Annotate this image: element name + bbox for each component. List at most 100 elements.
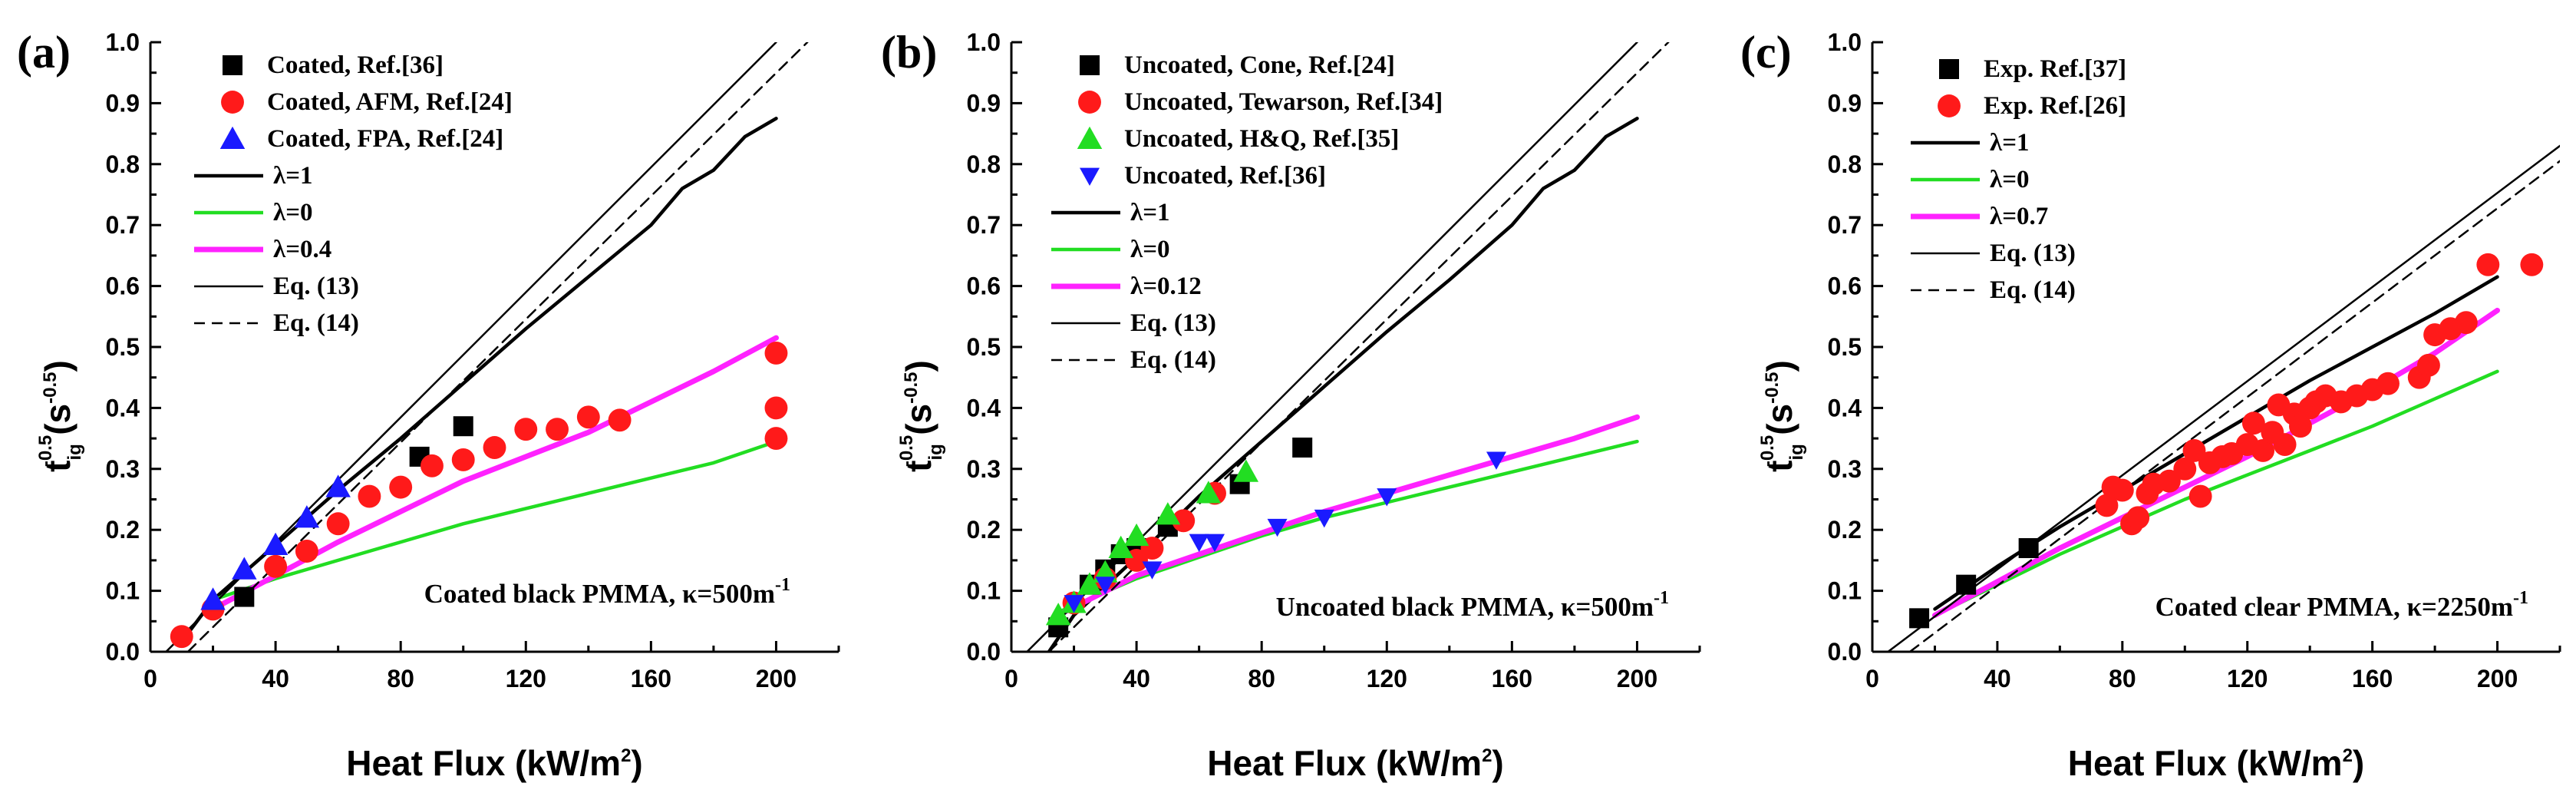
x-tick-label: 40	[262, 665, 289, 692]
legend: Coated, Ref.[36] Coated, AFM, Ref.[24] Coa…	[194, 51, 513, 337]
data-point	[1233, 459, 1259, 482]
data-point	[2520, 253, 2544, 276]
legend-label: Exp. Ref.[26]	[1984, 92, 2126, 120]
data-point	[2289, 415, 2312, 438]
data-point	[326, 512, 350, 536]
series-line-0	[1933, 275, 2499, 611]
legend-label: λ=0.4	[273, 236, 331, 263]
y-tick-label: 0.5	[106, 333, 140, 361]
y-tick-label: 0.6	[967, 273, 1001, 300]
data-point	[764, 341, 788, 365]
y-tick-label: 1.0	[106, 28, 140, 56]
data-point	[2251, 439, 2275, 462]
y-tick-label: 0.1	[1828, 577, 1862, 605]
annotation-sup: -1	[1654, 588, 1669, 608]
y-tick-label: 0.5	[1828, 333, 1862, 361]
y-tick-label: 0.6	[106, 273, 140, 300]
data-point	[295, 540, 318, 563]
legend-label: Coated, AFM, Ref.[24]	[267, 88, 513, 116]
data-point	[764, 396, 788, 420]
legend-label: Eq. (13)	[273, 273, 359, 300]
legend-label: Uncoated, H&Q, Ref.[35]	[1124, 125, 1399, 153]
data-point	[2416, 353, 2440, 377]
data-point	[1172, 509, 1196, 533]
data-point	[2476, 253, 2500, 276]
data-point	[421, 454, 444, 477]
legend-label: Eq. (14)	[273, 309, 359, 337]
scatter-series-3	[1064, 451, 1506, 613]
legend-label: λ=0	[273, 199, 313, 226]
series-line-2	[1932, 307, 2500, 618]
data-point	[576, 405, 600, 429]
y-axis-title-sub: ig	[1786, 444, 1807, 460]
data-point	[1292, 438, 1313, 458]
x-tick-label: 200	[2477, 665, 2518, 692]
data-point	[1077, 572, 1103, 595]
legend-marker	[1939, 59, 1959, 79]
legend-label: Eq. (14)	[1990, 276, 2076, 304]
legend-marker	[1080, 167, 1100, 186]
legend-label: λ=0	[1990, 166, 2030, 193]
legend-marker	[1938, 94, 1961, 117]
legend-marker	[219, 126, 246, 149]
y-tick-label: 0.4	[106, 394, 140, 421]
legend-label: Uncoated, Cone, Ref.[24]	[1124, 51, 1395, 79]
scatter-series-1	[2095, 253, 2544, 536]
data-point	[1196, 481, 1222, 504]
data-point	[1064, 595, 1084, 613]
legend-label: Eq. (13)	[1130, 309, 1216, 337]
data-point	[483, 436, 506, 459]
y-axis-title-sup: -0.5	[35, 435, 56, 467]
data-point	[389, 475, 413, 499]
data-point	[2188, 484, 2212, 508]
data-point	[453, 416, 473, 437]
legend-label: λ=1	[273, 162, 313, 190]
y-tick-label: 0.2	[967, 516, 1001, 544]
x-axis-title-sup: 2	[1482, 745, 1492, 766]
y-axis-title-sup2: -0.5	[1762, 372, 1783, 404]
y-tick-label: 0.0	[967, 638, 1001, 666]
y-tick-label: 0.1	[967, 577, 1001, 605]
y-tick-label: 0.4	[967, 394, 1001, 421]
y-axis-title-sup2: -0.5	[901, 372, 922, 404]
annotation: Uncoated black PMMA, κ=500m-1	[1276, 588, 1669, 622]
x-axis-title-end: )	[1492, 743, 1503, 783]
x-axis-title-sup: 2	[2343, 745, 2353, 766]
series-line-2	[1055, 414, 1640, 618]
data-point	[2126, 506, 2150, 530]
data-point	[200, 587, 226, 610]
data-point	[1155, 502, 1181, 525]
y-axis-title-close: )	[1760, 360, 1799, 372]
annotation-main: Uncoated black PMMA, κ=500m	[1276, 592, 1654, 622]
data-point	[1142, 561, 1163, 580]
x-tick-label: 200	[1617, 665, 1657, 692]
y-axis-title: tig -0.5(s-0.5)	[1757, 360, 1807, 472]
chart-a: 0.0 0.1 0.2 0.3 0.4 0.5 0.6 0.7 0.8 0.9 1.0 0 40 80 12…	[17, 27, 840, 783]
data-point	[2182, 439, 2206, 462]
y-axis-title-sub: ig	[64, 444, 85, 460]
data-point	[2110, 478, 2134, 502]
x-axis-title-end: )	[631, 743, 642, 783]
legend-label: Eq. (14)	[1130, 346, 1216, 374]
x-tick-label: 160	[1492, 665, 1532, 692]
y-tick-label: 1.0	[967, 28, 1001, 56]
legend-marker	[221, 91, 244, 114]
series-line-1	[1056, 439, 1639, 614]
y-tick-label: 1.0	[1828, 28, 1862, 56]
y-axis-title-base: t	[899, 460, 938, 471]
scatter-series-0	[1909, 538, 2039, 629]
chart-c: 0.0 0.1 0.2 0.3 0.4 0.5 0.6 0.7 0.8 0.9 1.0 0 40 80 12…	[1740, 27, 2561, 783]
x-tick-label: 80	[1248, 665, 1275, 692]
legend: Uncoated, Cone, Ref.[24] Uncoated, Tewars…	[1051, 51, 1443, 374]
data-point	[325, 474, 351, 497]
y-axis-title-close: )	[899, 360, 938, 372]
legend-label: λ=1	[1990, 129, 2030, 157]
y-tick-label: 0.6	[1828, 273, 1862, 300]
y-axis-title: tig -0.5(s-0.5)	[35, 360, 85, 472]
legend: Exp. Ref.[37] Exp. Ref.[26] λ=1 λ=0 λ=0.7 Eq.…	[1911, 55, 2126, 304]
x-axis-title-end: )	[2353, 743, 2364, 783]
series-line-4	[186, 42, 809, 652]
data-point	[262, 532, 289, 556]
data-point	[2376, 372, 2400, 395]
y-axis-title-paren: (s	[38, 404, 78, 435]
